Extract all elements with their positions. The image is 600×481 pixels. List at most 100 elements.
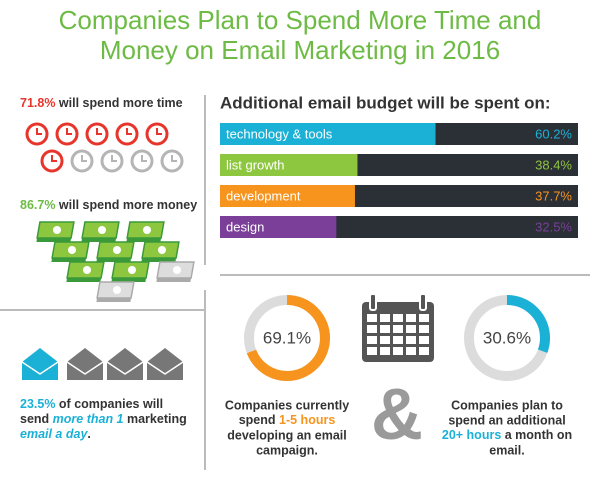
caption: developing an email	[227, 428, 346, 442]
money-icon	[96, 241, 135, 262]
envelope	[107, 348, 143, 380]
calendar-cell	[380, 347, 390, 355]
bar-label: technology & tools	[226, 126, 333, 141]
clock-hands	[96, 128, 102, 135]
clock-hands	[81, 155, 87, 162]
value-label: 37.7%	[535, 188, 572, 203]
bar	[220, 154, 358, 176]
clock-icon	[40, 149, 64, 173]
calendar-cell	[380, 314, 390, 322]
bill-seal	[83, 266, 91, 274]
envelope	[22, 348, 58, 380]
donut-arc	[244, 295, 330, 381]
calendar-cell	[380, 336, 390, 344]
clock-icon	[160, 149, 184, 173]
envelope	[67, 348, 103, 380]
title: Money on Email Marketing in 2016	[100, 35, 500, 65]
calendar-cell	[406, 325, 416, 333]
clock-hands	[111, 155, 117, 162]
calendar-cell	[419, 325, 429, 333]
donut-arc	[464, 295, 550, 381]
money-icon	[36, 221, 75, 242]
title: Companies Plan to Spend More Time and	[59, 5, 542, 35]
donut-label: 30.6%	[483, 328, 531, 347]
calendar-cell	[406, 336, 416, 344]
clock-icon	[25, 122, 49, 146]
bar-label: development	[226, 188, 301, 203]
calendar-cell	[367, 347, 377, 355]
bar-title: Additional email budget will be spent on…	[220, 93, 551, 112]
caption: email.	[489, 443, 524, 457]
calendar-cell	[406, 314, 416, 322]
bar	[220, 123, 436, 145]
envelope-icon	[66, 348, 104, 380]
calendar-cell	[393, 314, 403, 322]
envelope-icon	[146, 348, 184, 380]
money-icon	[81, 221, 120, 242]
donut-label: 69.1%	[263, 328, 311, 347]
email-stat: send more than 1 marketing	[20, 412, 187, 426]
bar-label: list growth	[226, 157, 285, 172]
bill-seal	[113, 246, 121, 254]
calendar-cell	[367, 336, 377, 344]
bill-seal	[98, 226, 106, 234]
value-label: 32.5%	[535, 219, 572, 234]
email-stat: email a day.	[20, 427, 91, 441]
caption: campaign.	[256, 443, 318, 457]
email-stat: 23.5% of companies will	[20, 397, 163, 411]
envelope-icon	[21, 348, 59, 380]
money-stat: 86.7% will spend more money	[20, 198, 197, 212]
time-stat: 71.8% will spend more time	[20, 96, 183, 110]
clock-icon	[70, 149, 94, 173]
bill-seal	[128, 266, 136, 274]
bill-seal	[53, 226, 61, 234]
clock-icon	[130, 149, 154, 173]
money-icon	[96, 281, 135, 302]
calendar-cell	[380, 325, 390, 333]
bill-seal	[158, 246, 166, 254]
calendar-cell	[393, 347, 403, 355]
bill-seal	[173, 266, 181, 274]
bar	[220, 216, 337, 238]
envelope-icon	[106, 348, 144, 380]
envelope-flap	[146, 361, 184, 375]
caption: Companies plan to	[451, 398, 563, 412]
money-icon	[66, 261, 105, 282]
bill-seal	[113, 286, 121, 294]
calendar-cell	[419, 347, 429, 355]
ampersand: &	[371, 375, 423, 455]
caption: 20+ hours a month on	[442, 428, 572, 442]
caption: spend an additional	[448, 413, 565, 427]
envelope-flap	[66, 361, 104, 375]
clock-hands	[51, 155, 57, 162]
envelope-flap	[106, 361, 144, 375]
clock-icon	[100, 149, 124, 173]
clock-icon	[85, 122, 109, 146]
clock-hands	[171, 155, 177, 162]
clock-icon	[55, 122, 79, 146]
clock-hands	[141, 155, 147, 162]
calendar-cell	[419, 336, 429, 344]
money-icon	[51, 241, 90, 262]
envelope-flap	[21, 361, 59, 375]
value-label: 38.4%	[535, 157, 572, 172]
money-icon	[126, 221, 165, 242]
bar-label: design	[226, 219, 264, 234]
clock-hands	[126, 128, 132, 135]
caption: spend 1-5 hours	[239, 413, 336, 427]
envelope	[147, 348, 183, 380]
clock-hands	[156, 128, 162, 135]
calendar-cell	[406, 347, 416, 355]
calendar-cell	[419, 314, 429, 322]
money-icon	[111, 261, 150, 282]
calendar-cell	[393, 336, 403, 344]
bill-seal	[68, 246, 76, 254]
money-icon	[141, 241, 180, 262]
money-icon	[156, 261, 195, 282]
bill-seal	[143, 226, 151, 234]
clock-hands	[36, 128, 42, 135]
calendar-cell	[367, 314, 377, 322]
clock-icon	[145, 122, 169, 146]
clock-icon	[115, 122, 139, 146]
